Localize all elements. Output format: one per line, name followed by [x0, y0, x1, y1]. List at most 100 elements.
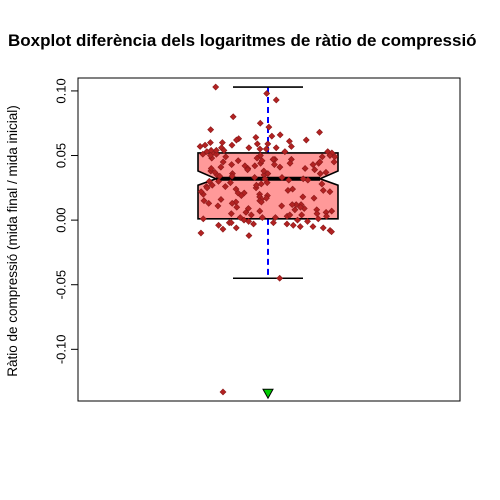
- jitter-point: [219, 158, 227, 166]
- jitter-point: [253, 154, 261, 162]
- jitter-point: [228, 172, 236, 180]
- jitter-point: [283, 220, 291, 228]
- jitter-point: [318, 180, 326, 188]
- jitter-point: [216, 172, 224, 180]
- jitter-point: [316, 158, 324, 166]
- jitter-point: [247, 211, 255, 219]
- jitter-point: [196, 143, 204, 150]
- jitter-point: [220, 146, 228, 154]
- jitter-point: [304, 176, 312, 184]
- jitter-point: [252, 134, 260, 141]
- jitter-point: [252, 181, 260, 189]
- jitter-point: [328, 228, 335, 236]
- jitter-point: [208, 181, 216, 189]
- jitter-point: [200, 197, 208, 205]
- jitter-point: [316, 128, 323, 136]
- jitter-point: [215, 221, 223, 229]
- jitter-point: [253, 140, 261, 148]
- jitter-point: [221, 183, 229, 190]
- jitter-point: [268, 132, 276, 140]
- y-tick-label: 0.10: [53, 78, 68, 103]
- jitter-point: [318, 153, 326, 161]
- jitter-point: [199, 150, 207, 158]
- jitter-point: [288, 201, 296, 209]
- jitter-point: [207, 126, 215, 134]
- jitter-point: [276, 163, 284, 171]
- jitter-point: [281, 148, 289, 156]
- y-axis: -0.10 -0.05 0.00 0.05 0.10: [53, 78, 79, 364]
- y-tick-label: 0.05: [53, 143, 68, 168]
- jitter-point: [284, 186, 292, 194]
- jitter-point: [227, 219, 235, 227]
- jitter-point: [291, 206, 299, 214]
- jitter-point: [203, 184, 211, 192]
- jitter-point: [328, 207, 336, 215]
- jitter-point: [264, 140, 272, 148]
- jitter-point: [244, 166, 252, 174]
- jitter-point: [262, 145, 270, 153]
- outlier-point: [219, 388, 227, 396]
- jitter-point: [301, 165, 309, 172]
- jitter-point: [245, 217, 253, 225]
- jitter-point: [212, 146, 220, 154]
- jitter-point: [251, 174, 259, 181]
- jitter-point: [205, 177, 213, 185]
- jitter-point: [258, 214, 266, 221]
- jitter-point: [237, 192, 245, 199]
- jitter-point: [217, 196, 225, 203]
- jitter-point: [278, 202, 286, 210]
- jitter-point: [326, 188, 334, 196]
- jitter-point: [245, 144, 253, 152]
- jitter-point: [227, 179, 234, 187]
- jitter-point: [228, 141, 236, 149]
- jitter-point: [222, 153, 230, 161]
- jitter-point: [319, 186, 327, 194]
- jitter-point: [227, 210, 235, 218]
- jitter-points: [196, 83, 339, 282]
- jitter-point: [264, 170, 272, 178]
- jitter-point: [242, 208, 250, 216]
- jitter-point: [261, 175, 269, 183]
- jitter-point: [233, 203, 241, 211]
- jitter-point: [304, 217, 311, 225]
- jitter-point: [309, 161, 317, 168]
- jitter-point: [217, 163, 225, 171]
- jitter-point: [271, 214, 279, 221]
- jitter-point: [287, 143, 295, 150]
- jitter-point: [330, 158, 338, 166]
- jitter-point: [298, 211, 306, 219]
- jitter-point: [297, 203, 304, 211]
- jitter-point: [331, 153, 339, 161]
- jitter-point: [260, 167, 268, 175]
- jitter-point: [207, 165, 215, 172]
- jitter-point: [214, 202, 222, 210]
- jitter-point: [289, 221, 297, 229]
- jitter-point: [250, 220, 257, 228]
- jitter-point: [218, 139, 226, 147]
- jitter-point: [309, 223, 317, 231]
- jitter-point: [322, 168, 330, 176]
- jitter-point: [319, 224, 327, 232]
- jitter-point: [228, 161, 236, 168]
- mean-marker: [262, 388, 274, 400]
- y-tick-label: -0.10: [53, 334, 68, 364]
- jitter-point: [276, 131, 284, 139]
- y-tick-label: 0.00: [53, 207, 68, 232]
- jitter-point: [311, 166, 319, 174]
- mean-marker-group: [262, 388, 274, 400]
- jitter-point: [269, 155, 277, 163]
- jitter-point: [285, 137, 293, 145]
- jitter-point: [215, 177, 222, 185]
- jitter-point: [314, 215, 322, 223]
- jitter-point: [232, 224, 240, 232]
- jitter-point: [263, 90, 271, 97]
- jitter-point: [285, 176, 293, 184]
- jitter-point: [296, 223, 304, 231]
- jitter-point: [316, 170, 324, 178]
- jitter-point: [229, 113, 237, 121]
- jitter-point: [278, 174, 286, 181]
- jitter-point: [211, 168, 219, 176]
- jitter-point: [265, 123, 273, 131]
- jitter-point: [299, 193, 307, 201]
- jitter-point: [258, 157, 266, 165]
